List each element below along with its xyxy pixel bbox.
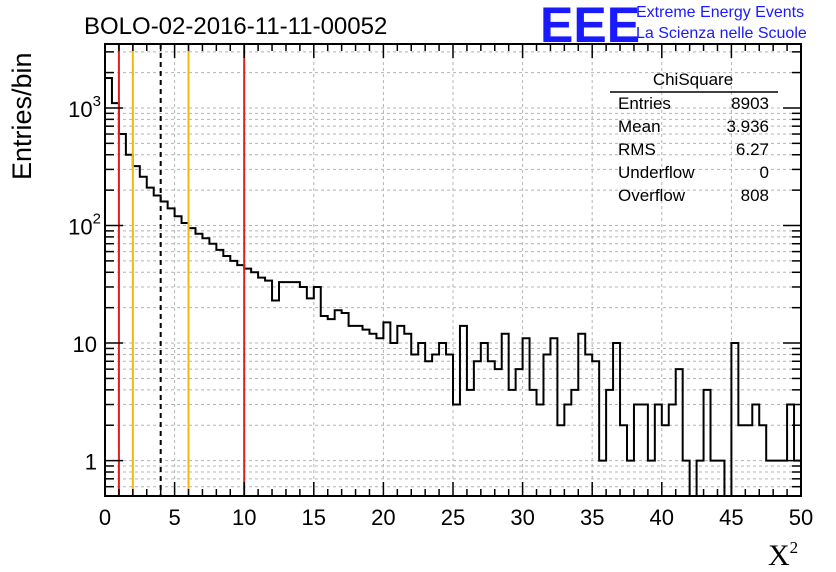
y-tick-label: 102 [68, 211, 101, 240]
stats-row-label: Entries [618, 94, 671, 113]
y-tick-label: 103 [68, 93, 101, 122]
y-tick-label-base: 10 [68, 215, 92, 240]
stats-row-label: Overflow [618, 186, 686, 205]
logo-line-2: La Scienza nelle Scuole [636, 25, 807, 42]
y-tick-label-base: 10 [68, 97, 92, 122]
x-tick-label: 30 [510, 505, 534, 530]
x-tick-label: 45 [719, 505, 743, 530]
x-tick-label: 10 [232, 505, 256, 530]
stats-row-value: 0 [760, 163, 769, 182]
stats-row-value: 8903 [731, 94, 769, 113]
stats-row-value: 6.27 [736, 140, 769, 159]
grid [105, 44, 801, 496]
x-axis-label: X2 [768, 538, 798, 572]
x-tick-labels: 0 5 10 15 20 25 30 35 40 45 50 [99, 505, 813, 530]
axis-ticks [104, 44, 802, 497]
y-tick-label-exponent: 2 [93, 211, 101, 228]
reference-lines [117, 44, 246, 496]
x-tick-label: 40 [650, 505, 674, 530]
stats-row-label: RMS [618, 140, 656, 159]
x-tick-label: 15 [302, 505, 326, 530]
x-tick-label: 25 [441, 505, 465, 530]
histogram-step-line [104, 76, 802, 497]
stats-rows: Entries 8903 Mean 3.936 RMS 6.27 Underflow 0 Ove… [618, 94, 769, 205]
stats-row-label: Mean [618, 117, 661, 136]
x-tick-label: 35 [580, 505, 604, 530]
y-tick-label: 1 [85, 450, 97, 475]
x-axis-label-sup: 2 [790, 538, 799, 557]
eee-logo: EEE Extreme Energy Events La Scienza nel… [540, 0, 807, 53]
stats-box: ChiSquare Entries 8903 Mean 3.936 RMS 6.27 Und… [610, 70, 778, 205]
stats-row-label: Underflow [618, 163, 695, 182]
y-tick-label-exponent: 3 [93, 93, 101, 110]
stats-name: ChiSquare [653, 70, 733, 89]
x-tick-label: 5 [168, 505, 180, 530]
eee-logo-text: EEE [540, 0, 640, 53]
x-tick-label: 50 [789, 505, 813, 530]
y-tick-label: 10 [73, 332, 97, 357]
x-tick-label: 20 [371, 505, 395, 530]
y-axis-label: Entries/bin [7, 52, 37, 180]
stats-row-value: 3.936 [726, 117, 769, 136]
histogram-series [104, 76, 802, 497]
x-axis-label-base: X [768, 539, 790, 572]
logo-line-1: Extreme Energy Events [636, 4, 804, 21]
x-tick-label: 0 [99, 505, 111, 530]
stats-row-value: 808 [741, 186, 769, 205]
chart-title: BOLO-02-2016-11-11-00052 [84, 13, 387, 40]
